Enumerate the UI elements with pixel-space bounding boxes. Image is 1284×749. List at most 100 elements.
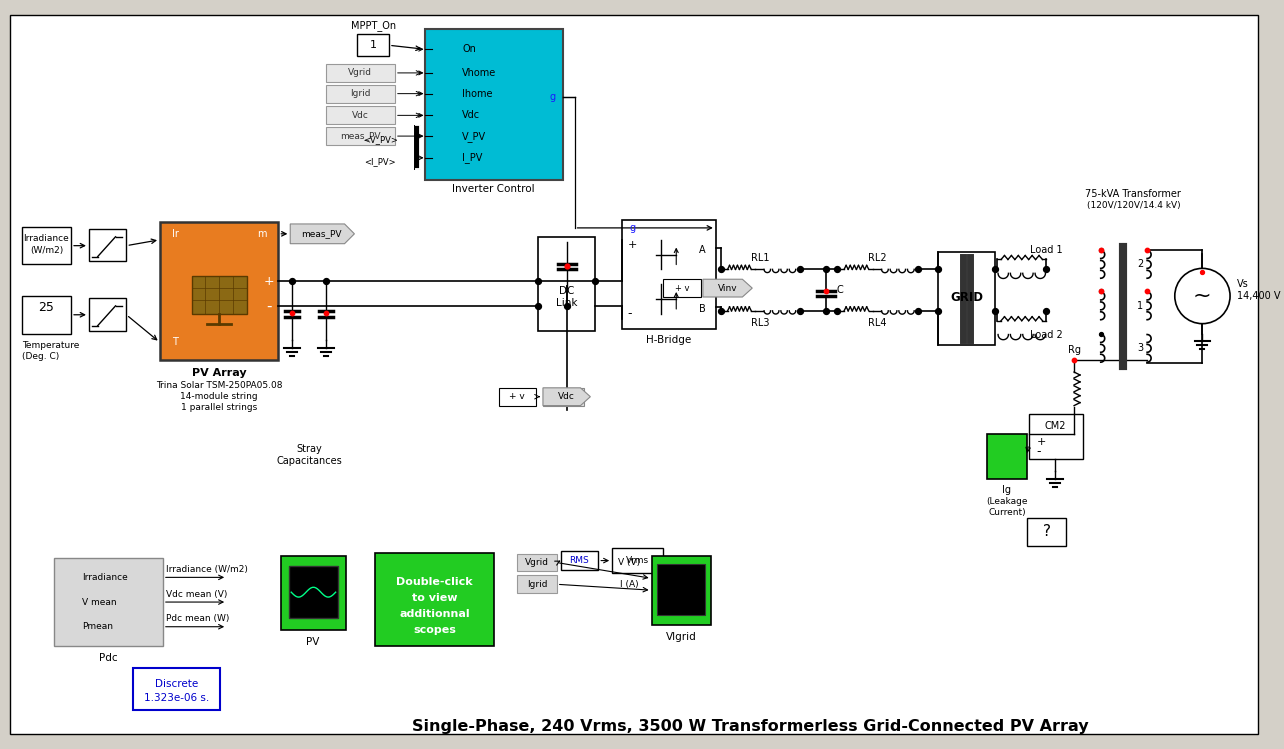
Bar — [664, 279, 701, 297]
Text: Irradiance (W/m2): Irradiance (W/m2) — [166, 565, 248, 574]
Text: Vrms: Vrms — [627, 556, 650, 565]
Text: Igrid: Igrid — [526, 580, 547, 589]
Text: Irradiance: Irradiance — [23, 234, 69, 243]
Text: Link: Link — [556, 298, 578, 308]
Text: +: + — [628, 240, 637, 249]
Bar — [425, 29, 562, 180]
Text: 1: 1 — [370, 40, 376, 50]
Bar — [22, 296, 71, 333]
Text: 1: 1 — [1138, 301, 1143, 311]
Point — [927, 305, 948, 317]
Bar — [937, 252, 995, 345]
Point — [556, 261, 577, 273]
Text: Discrete: Discrete — [155, 679, 198, 689]
Bar — [498, 388, 535, 406]
Text: Vhome: Vhome — [462, 68, 496, 78]
Text: Vgrid: Vgrid — [348, 68, 372, 77]
Text: 25: 25 — [39, 301, 54, 315]
Point — [1064, 354, 1085, 366]
Text: scopes: scopes — [413, 625, 456, 634]
Text: Inverter Control: Inverter Control — [452, 184, 535, 195]
Point — [817, 264, 837, 276]
Text: RL2: RL2 — [868, 252, 887, 262]
Text: Vdc mean (V): Vdc mean (V) — [166, 589, 227, 598]
Text: m: m — [257, 229, 267, 239]
Text: +: + — [1036, 437, 1046, 447]
Text: 75-kVA Transformer: 75-kVA Transformer — [1085, 189, 1181, 199]
Text: CM2: CM2 — [1045, 422, 1066, 431]
Text: + v: + v — [510, 392, 525, 401]
Bar — [651, 556, 711, 625]
Text: Ir: Ir — [172, 229, 178, 239]
Text: RMS: RMS — [570, 556, 589, 565]
Text: Current): Current) — [989, 508, 1026, 517]
Point — [790, 305, 810, 317]
Text: 3: 3 — [1138, 343, 1143, 354]
Point — [316, 307, 336, 319]
Point — [1090, 327, 1111, 339]
Bar — [1027, 518, 1066, 546]
Point — [985, 264, 1005, 276]
Text: MPPT_On: MPPT_On — [351, 20, 395, 31]
Point — [985, 305, 1005, 317]
Text: Ihome: Ihome — [462, 88, 493, 99]
Text: PV: PV — [307, 637, 320, 646]
Text: -: - — [266, 298, 271, 313]
Text: On: On — [462, 44, 476, 54]
Text: additionnal: additionnal — [399, 609, 470, 619]
Text: -: - — [628, 307, 632, 321]
Text: Temperature: Temperature — [22, 341, 80, 350]
Text: ~: ~ — [1193, 286, 1212, 306]
Text: V_PV: V_PV — [462, 130, 487, 142]
Text: Load 2: Load 2 — [1030, 330, 1063, 339]
Bar — [54, 557, 163, 646]
Text: + v: + v — [675, 284, 690, 293]
Bar — [89, 229, 126, 261]
Bar — [543, 388, 584, 406]
Point — [1090, 285, 1111, 297]
Text: Stray: Stray — [297, 444, 322, 454]
Bar — [987, 434, 1027, 479]
Bar — [22, 227, 71, 264]
Text: Ig: Ig — [1003, 485, 1012, 496]
Text: Vinv: Vinv — [718, 284, 737, 293]
Bar — [357, 34, 389, 56]
Bar — [561, 551, 598, 571]
Bar — [326, 127, 395, 145]
Point — [316, 275, 336, 287]
Bar — [621, 220, 715, 329]
Text: (W/m2): (W/m2) — [30, 246, 63, 255]
Point — [827, 305, 847, 317]
Text: Pmean: Pmean — [82, 622, 113, 631]
Bar — [375, 553, 493, 646]
Point — [1090, 243, 1111, 255]
Text: GRID: GRID — [950, 291, 984, 305]
Polygon shape — [543, 388, 591, 406]
Text: Pdc mean (W): Pdc mean (W) — [166, 614, 230, 623]
Text: Trina Solar TSM-250PA05.08: Trina Solar TSM-250PA05.08 — [155, 381, 282, 390]
Point — [1090, 285, 1111, 297]
Point — [827, 264, 847, 276]
Text: <I_PV>: <I_PV> — [365, 157, 395, 166]
Text: Double-click: Double-click — [395, 577, 473, 587]
Text: RL1: RL1 — [751, 252, 769, 262]
Bar — [281, 556, 345, 630]
Text: (Leakage: (Leakage — [986, 497, 1027, 506]
Text: g: g — [630, 223, 636, 233]
Text: to view: to view — [412, 593, 457, 603]
Point — [1192, 267, 1212, 279]
Text: Vdc: Vdc — [462, 110, 480, 121]
Text: V mean: V mean — [82, 598, 117, 607]
Text: 2: 2 — [1138, 259, 1143, 270]
Text: Vgrid: Vgrid — [525, 558, 550, 567]
Text: Vs: Vs — [1236, 279, 1249, 289]
Bar — [289, 565, 338, 618]
Point — [908, 305, 928, 317]
Text: g: g — [550, 91, 556, 102]
Text: Vdc: Vdc — [352, 111, 369, 120]
Text: +: + — [263, 275, 273, 288]
Bar — [612, 548, 664, 574]
Bar — [538, 237, 596, 330]
Text: Single-Phase, 240 Vrms, 3500 W Transformerless Grid-Connected PV Array: Single-Phase, 240 Vrms, 3500 W Transform… — [412, 719, 1089, 734]
Point — [817, 285, 837, 297]
